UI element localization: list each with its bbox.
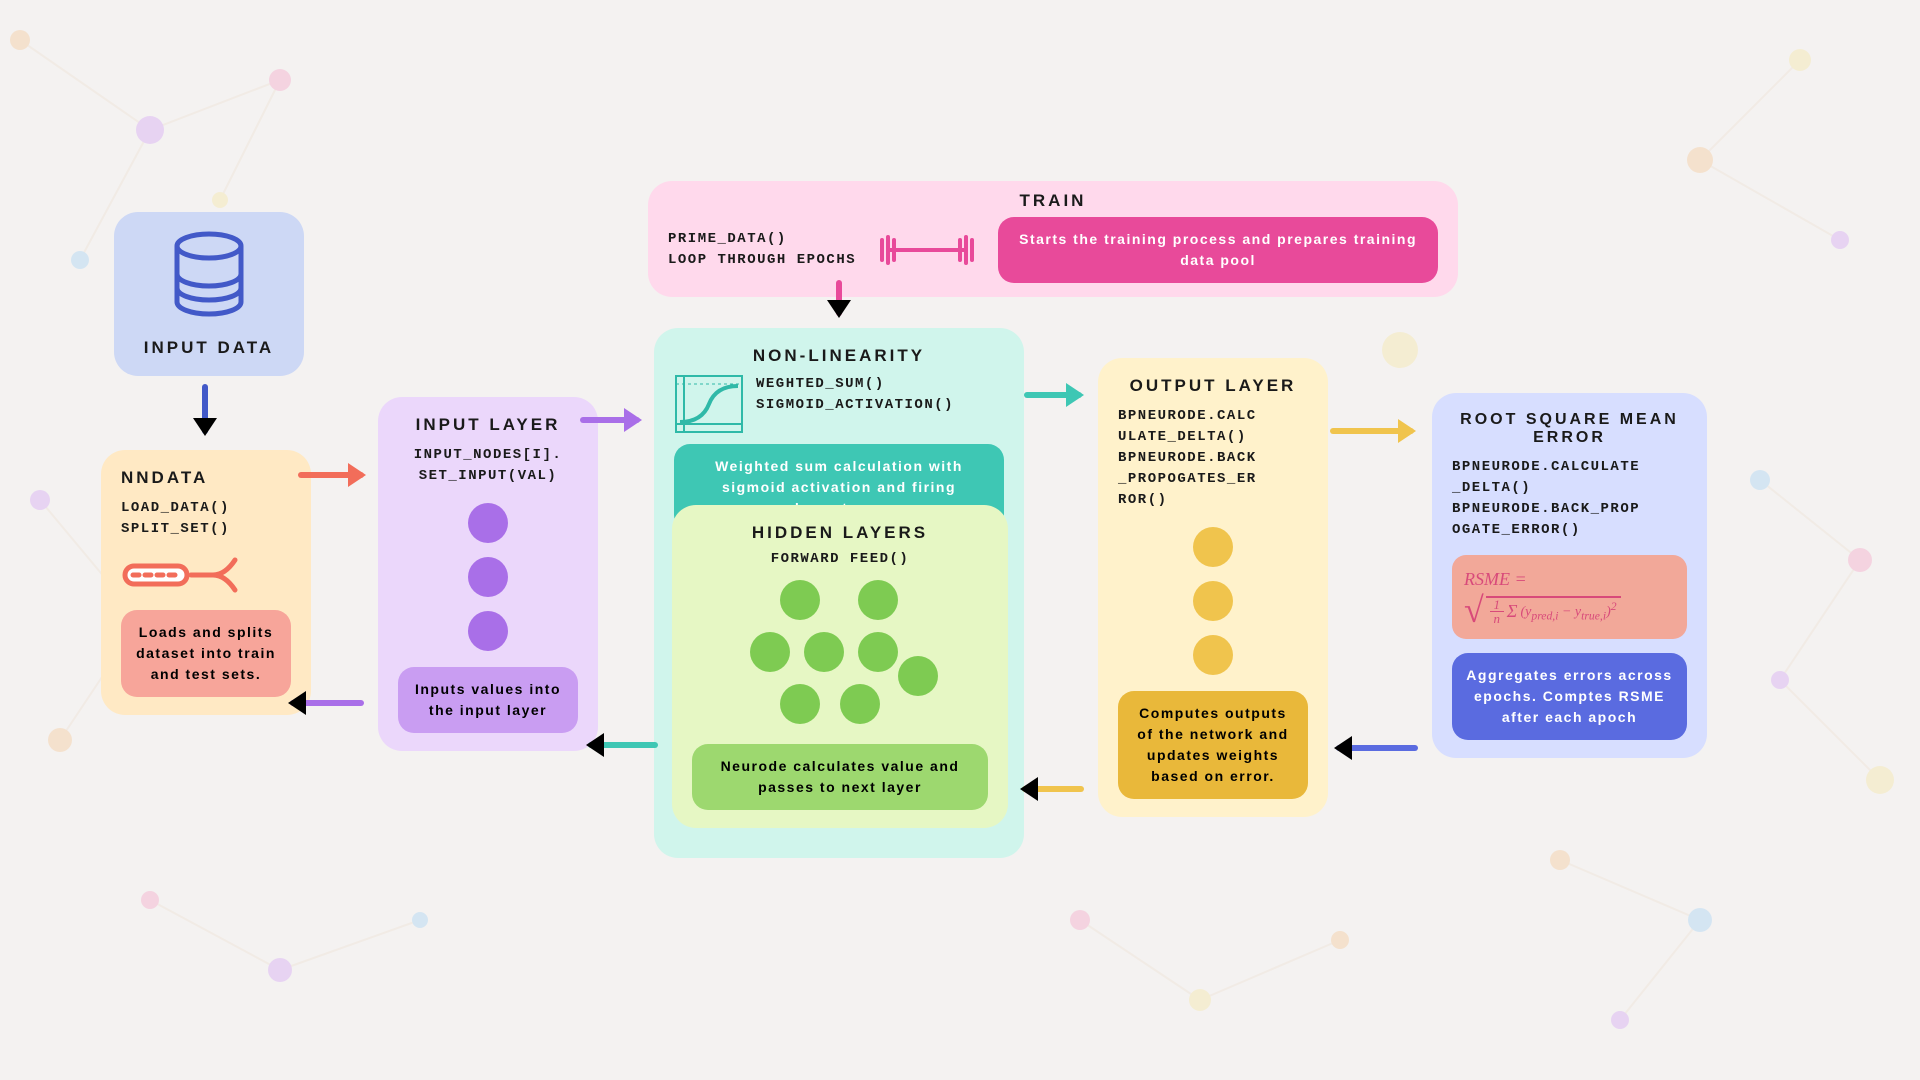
- train-desc: Starts the training process and prepares…: [998, 217, 1438, 283]
- nndata-desc: Loads and splits dataset into train and …: [121, 610, 291, 697]
- output-layer-card: OUTPUT LAYER BPNEURODE.CALC ULATE_DELTA(…: [1098, 358, 1328, 817]
- input-layer-card: INPUT LAYER INPUT_NODES[I]. SET_INPUT(VA…: [378, 397, 598, 751]
- train-to-nonlinearity-arrow: [836, 280, 842, 316]
- inputlayer-to-nndata-arrow: [290, 700, 364, 706]
- input-layer-nodes: [398, 503, 578, 651]
- nndata-title: NNDATA: [121, 468, 291, 488]
- train-code: PRIME_DATA() LOOP THROUGH EPOCHS: [668, 229, 856, 271]
- nndata-card: NNDATA LOAD_DATA() SPLIT_SET() Loads and…: [101, 450, 311, 715]
- database-icon: [164, 230, 254, 330]
- hidden-to-inputlayer-arrow: [588, 742, 658, 748]
- output-to-hidden-arrow: [1022, 786, 1084, 792]
- hidden-layers-nodes: [740, 580, 940, 730]
- hidden-layers-code: FORWARD FEED(): [692, 549, 988, 570]
- inputlayer-to-nonlinearity-arrow: [580, 417, 640, 423]
- input-data-card: INPUT DATA: [114, 212, 304, 376]
- nonlinearity-title: NON-LINEARITY: [674, 346, 1004, 366]
- input-data-title: INPUT DATA: [134, 338, 284, 358]
- rsme-to-output-arrow: [1336, 745, 1418, 751]
- train-card: TRAIN PRIME_DATA() LOOP THROUGH EPOCHS S…: [648, 181, 1458, 297]
- rsme-desc: Aggregates errors across epochs. Comptes…: [1452, 653, 1687, 740]
- rsme-formula: RSME = √ 1n Σ (ypred,i − ytrue,i)2: [1452, 555, 1687, 639]
- inputdata-to-nndata-arrow: [202, 384, 208, 434]
- output-layer-code: BPNEURODE.CALC ULATE_DELTA() BPNEURODE.B…: [1118, 406, 1308, 511]
- sigmoid-icon: [674, 374, 744, 434]
- rsme-card: ROOT SQUARE MEAN ERROR BPNEURODE.CALCULA…: [1432, 393, 1707, 758]
- rsme-title: ROOT SQUARE MEAN ERROR: [1452, 411, 1687, 447]
- train-title: TRAIN: [668, 191, 1438, 211]
- output-layer-desc: Computes outputs of the network and upda…: [1118, 691, 1308, 799]
- nndata-code: LOAD_DATA() SPLIT_SET(): [121, 498, 291, 540]
- nndata-to-inputlayer-arrow: [298, 472, 364, 478]
- input-layer-title: INPUT LAYER: [398, 415, 578, 435]
- nonlinearity-to-output-arrow: [1024, 392, 1082, 398]
- split-icon: [121, 550, 251, 600]
- barbell-icon: [872, 232, 982, 268]
- hidden-layers-desc: Neurode calculates value and passes to n…: [692, 744, 988, 810]
- output-layer-title: OUTPUT LAYER: [1118, 376, 1308, 396]
- rsme-code: BPNEURODE.CALCULATE _DELTA() BPNEURODE.B…: [1452, 457, 1687, 541]
- hidden-layers-card: HIDDEN LAYERS FORWARD FEED() Neurode cal…: [672, 505, 1008, 828]
- input-layer-code: INPUT_NODES[I]. SET_INPUT(VAL): [398, 445, 578, 487]
- output-layer-nodes: [1118, 527, 1308, 675]
- nonlinearity-code: WEGHTED_SUM() SIGMOID_ACTIVATION(): [756, 374, 954, 416]
- input-layer-desc: Inputs values into the input layer: [398, 667, 578, 733]
- output-to-rsme-arrow: [1330, 428, 1414, 434]
- hidden-layers-title: HIDDEN LAYERS: [692, 523, 988, 543]
